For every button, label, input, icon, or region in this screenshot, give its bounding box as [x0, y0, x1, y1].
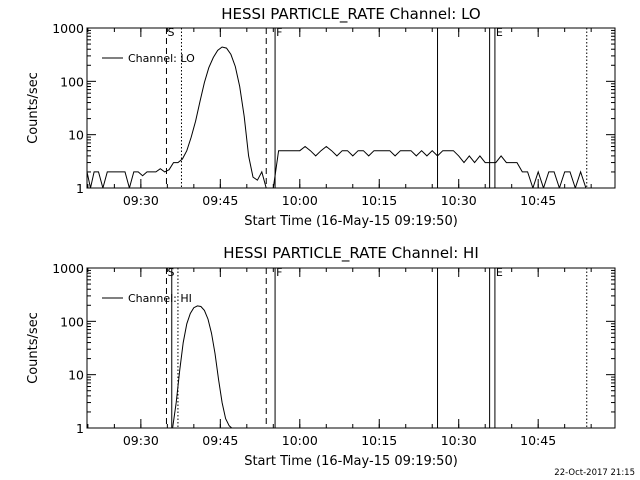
x-tick-label: 10:30: [441, 433, 477, 448]
chart-title: HESSI PARTICLE_RATE Channel: LO: [221, 5, 480, 24]
series-line: [87, 46, 587, 188]
x-axis-label: Start Time (16-May-15 09:19:50): [244, 454, 458, 469]
x-axis-label: Start Time (16-May-15 09:19:50): [244, 214, 458, 229]
x-tick-label: 10:00: [282, 433, 318, 448]
x-tick-label: 09:45: [202, 193, 238, 208]
y-tick-label: 1: [76, 421, 84, 436]
y-tick-label: 1: [76, 181, 84, 196]
marker-label-f: F: [276, 26, 282, 39]
marker-label-s: S: [167, 26, 174, 39]
x-tick-label: 10:45: [520, 193, 556, 208]
series-line: [172, 305, 233, 428]
x-tick-label: 10:30: [441, 193, 477, 208]
y-tick-label: 1000: [52, 261, 84, 276]
marker-label-e: E: [496, 26, 503, 39]
x-tick-label: 09:45: [202, 433, 238, 448]
y-tick-label: 10: [68, 368, 84, 383]
y-tick-label: 1000: [52, 21, 84, 36]
generation-timestamp: 22-Oct-2017 21:15: [554, 468, 635, 478]
lo-channel-panel: HESSI PARTICLE_RATE Channel: LO 1 10 100 100…: [26, 5, 616, 229]
x-tick-label: 10:15: [361, 433, 397, 448]
legend-label: Channel: HI: [128, 292, 192, 305]
y-tick-label: 10: [68, 128, 84, 143]
legend-label: Channel: LO: [128, 52, 195, 65]
x-tick-label: 10:00: [282, 193, 318, 208]
plot-frame: [86, 27, 616, 189]
chart-title: HESSI PARTICLE_RATE Channel: HI: [223, 244, 479, 263]
x-tick-label: 09:30: [123, 193, 159, 208]
marker-label-f: F: [276, 266, 282, 279]
y-axis-label: Counts/sec: [26, 72, 41, 144]
marker-label-s: S: [167, 266, 174, 279]
x-tick-label: 09:30: [123, 433, 159, 448]
x-tick-label: 10:45: [520, 433, 556, 448]
hi-channel-panel: HESSI PARTICLE_RATE Channel: HI 1 10 100 100…: [26, 244, 616, 469]
y-tick-label: 100: [60, 314, 84, 329]
y-axis-label: Counts/sec: [26, 312, 41, 384]
marker-label-e: E: [496, 266, 503, 279]
y-tick-label: 100: [60, 74, 84, 89]
x-tick-label: 10:15: [361, 193, 397, 208]
plot-frame: [86, 267, 616, 429]
